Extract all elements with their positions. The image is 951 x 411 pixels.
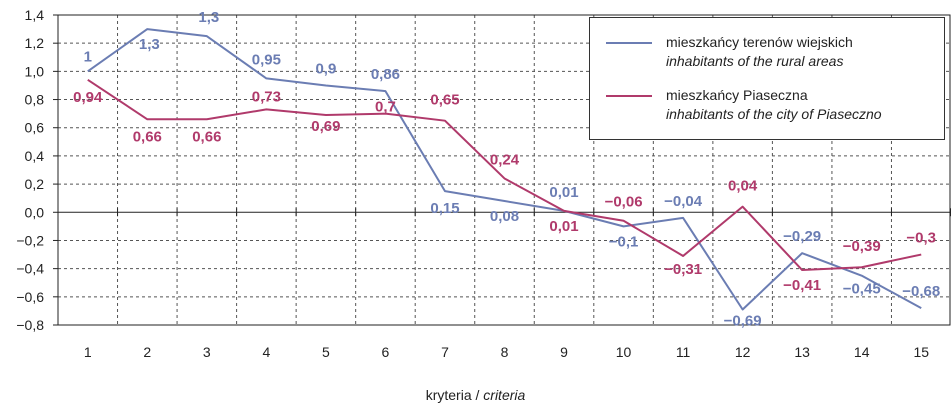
data-label-city: 0,66	[133, 128, 162, 145]
data-label-city: 0,65	[430, 92, 459, 109]
data-label-city: 0,24	[490, 151, 520, 168]
series-line-city	[87, 78, 922, 272]
x-tick-label: 8	[501, 344, 509, 360]
y-tick-label: 0,6	[25, 120, 45, 136]
y-tick-label: 0,4	[25, 148, 45, 164]
data-label-city: −0,41	[783, 277, 821, 294]
data-label-rural: 1	[84, 48, 92, 65]
plot-frame	[57, 14, 951, 326]
data-label-rural: −0,29	[783, 228, 821, 245]
data-label-rural: 1,3	[198, 9, 219, 26]
data-label-city: −0,31	[664, 261, 702, 278]
y-tick-label: 0,2	[25, 176, 45, 192]
data-label-city: −0,39	[843, 238, 881, 255]
data-label-city: 0,01	[549, 218, 578, 235]
x-tick-label: 7	[441, 344, 449, 360]
data-label-rural: −0,68	[902, 283, 940, 300]
y-tick-label: 1,2	[25, 35, 45, 51]
x-tick-label: 11	[676, 344, 691, 360]
data-label-city: 0,66	[192, 128, 221, 145]
legend-swatch-rural	[606, 42, 652, 44]
x-tick-label: 13	[794, 344, 810, 360]
x-axis-title-en: criteria	[483, 387, 526, 403]
data-label-city: 0,94	[73, 89, 103, 106]
legend-label-rural: mieszkańcy terenów wiejskich inhabitants…	[666, 33, 853, 71]
x-tick-label: 12	[735, 344, 751, 360]
data-label-rural: 0,15	[430, 200, 459, 217]
data-label-rural: −0,04	[664, 193, 703, 210]
data-label-rural: −0,1	[609, 233, 639, 250]
x-axis-title-separator: /	[471, 387, 484, 403]
x-tick-label: 9	[560, 344, 568, 360]
y-tick-label: 0,0	[25, 204, 45, 220]
y-tick-label: −0,6	[16, 289, 44, 305]
x-tick-label: 4	[262, 344, 270, 360]
x-axis-title-pl: kryteria	[425, 387, 472, 403]
legend-label-city-pl: mieszkańcy Piaseczna	[666, 87, 808, 103]
legend-item-rural: mieszkańcy terenów wiejskich inhabitants…	[606, 33, 853, 71]
x-tick-label: 15	[913, 344, 929, 360]
data-label-city: 0,73	[252, 88, 281, 105]
y-tick-label: 0,8	[25, 92, 45, 108]
x-tick-label: 6	[382, 344, 390, 360]
x-tick-label: 10	[616, 344, 632, 360]
data-label-rural: 0,01	[549, 184, 578, 201]
x-tick-label: 1	[84, 344, 92, 360]
data-label-rural: −0,45	[843, 281, 881, 298]
data-label-rural: −0,69	[724, 313, 762, 330]
chart-legend: mieszkańcy terenów wiejskich inhabitants…	[589, 17, 945, 140]
legend-label-rural-pl: mieszkańcy terenów wiejskich	[666, 34, 853, 50]
x-axis-title: kryteria / criteria	[0, 387, 951, 403]
data-label-city: 0,04	[728, 178, 758, 195]
legend-label-city-en: inhabitants of the city of Piaseczno	[666, 106, 882, 122]
y-tick-label: −0,2	[16, 232, 44, 248]
x-tick-label: 2	[143, 344, 151, 360]
data-label-city: −0,3	[906, 230, 936, 247]
data-label-rural: 0,08	[490, 208, 519, 225]
y-tick-label: 1,0	[25, 63, 45, 79]
legend-label-rural-en: inhabitants of the rural areas	[666, 53, 844, 69]
legend-swatch-city	[606, 95, 652, 97]
series-line-rural	[87, 28, 922, 311]
legend-label-city: mieszkańcy Piaseczna inhabitants of the …	[666, 86, 882, 124]
y-tick-label: −0,8	[16, 317, 44, 333]
data-label-rural: 0,95	[252, 51, 281, 68]
data-label-rural: 1,3	[139, 36, 160, 53]
data-label-city: 0,69	[311, 118, 340, 135]
data-label-city: −0,06	[605, 194, 643, 211]
data-label-rural: 0,86	[371, 66, 400, 83]
y-tick-label: 1,4	[25, 7, 45, 23]
x-tick-label: 14	[854, 344, 870, 360]
data-label-rural: 0,9	[315, 60, 336, 77]
data-label-city: 0,7	[375, 99, 396, 116]
x-tick-label: 5	[322, 344, 330, 360]
legend-item-city: mieszkańcy Piaseczna inhabitants of the …	[606, 86, 882, 124]
y-tick-label: −0,4	[16, 261, 44, 277]
x-tick-label: 3	[203, 344, 211, 360]
